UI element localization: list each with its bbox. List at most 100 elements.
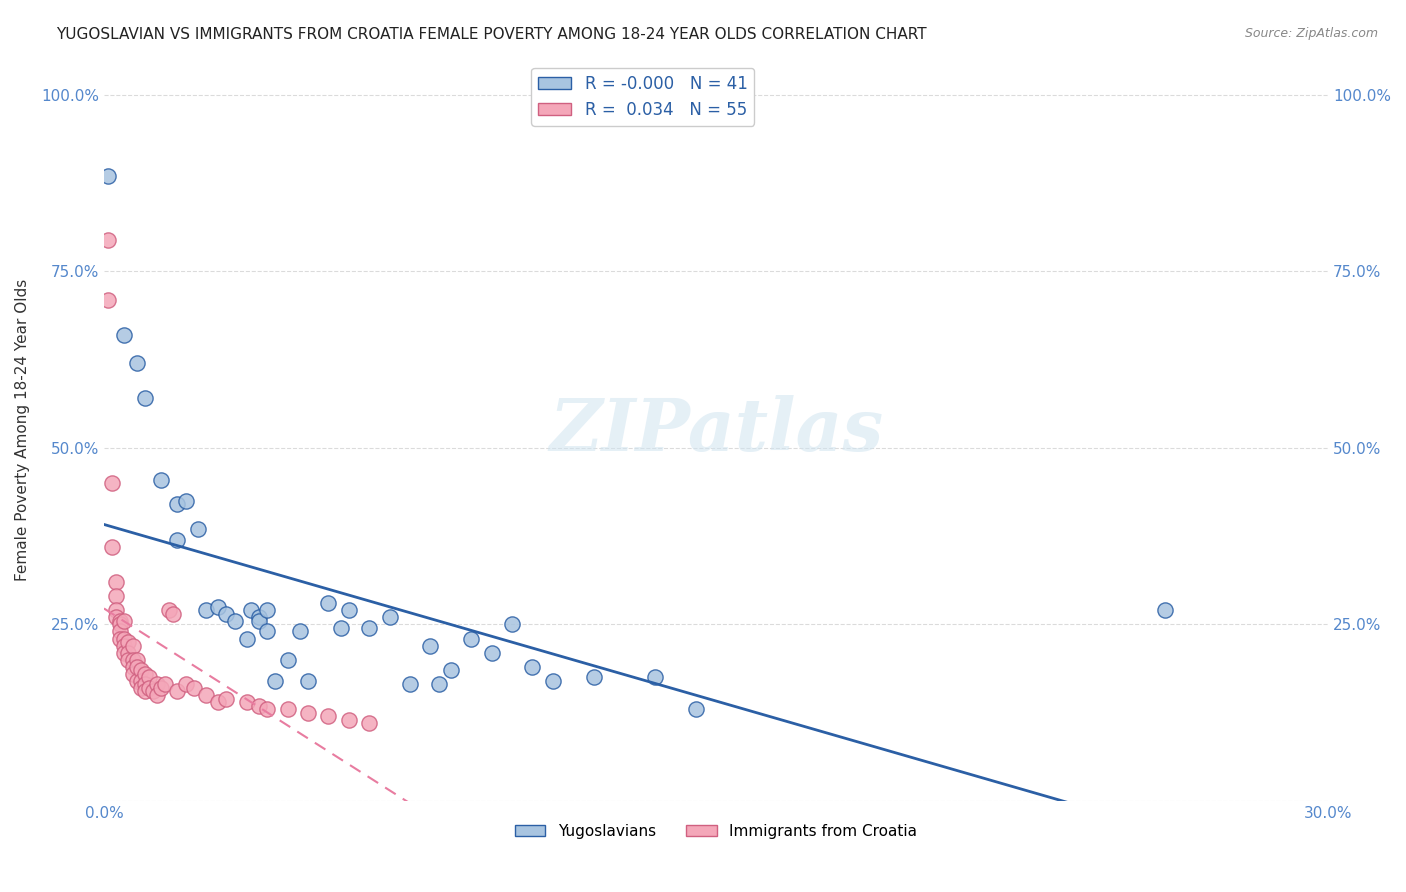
Point: [236, 695, 259, 709]
Point: [134, 392, 156, 406]
Point: [318, 709, 340, 723]
Point: [685, 702, 707, 716]
Point: [195, 603, 218, 617]
Point: [183, 681, 205, 695]
Point: [359, 621, 381, 635]
Point: [297, 706, 319, 720]
Point: [644, 670, 666, 684]
Point: [277, 702, 299, 716]
Point: [337, 603, 360, 617]
Point: [121, 659, 143, 673]
Point: [146, 677, 169, 691]
Point: [121, 639, 143, 653]
Point: [121, 666, 143, 681]
Point: [541, 673, 564, 688]
Point: [582, 670, 605, 684]
Point: [522, 659, 544, 673]
Point: [112, 327, 135, 342]
Point: [134, 684, 156, 698]
Text: YUGOSLAVIAN VS IMMIGRANTS FROM CROATIA FEMALE POVERTY AMONG 18-24 YEAR OLDS CORR: YUGOSLAVIAN VS IMMIGRANTS FROM CROATIA F…: [56, 27, 927, 42]
Point: [239, 603, 262, 617]
Point: [97, 293, 120, 307]
Point: [297, 673, 319, 688]
Point: [146, 688, 169, 702]
Point: [427, 677, 450, 691]
Point: [105, 603, 128, 617]
Text: Source: ZipAtlas.com: Source: ZipAtlas.com: [1244, 27, 1378, 40]
Point: [150, 681, 173, 695]
Point: [125, 659, 148, 673]
Point: [187, 522, 209, 536]
Point: [110, 632, 132, 646]
Point: [419, 639, 441, 653]
Point: [153, 677, 176, 691]
Point: [359, 716, 381, 731]
Point: [247, 698, 270, 713]
Point: [460, 632, 482, 646]
Point: [117, 653, 139, 667]
Point: [112, 632, 135, 646]
Point: [142, 684, 165, 698]
Point: [215, 691, 238, 706]
Point: [207, 695, 229, 709]
Point: [224, 614, 246, 628]
Point: [112, 646, 135, 660]
Point: [129, 663, 152, 677]
Y-axis label: Female Poverty Among 18-24 Year Olds: Female Poverty Among 18-24 Year Olds: [15, 279, 30, 582]
Point: [125, 653, 148, 667]
Point: [481, 646, 503, 660]
Point: [110, 614, 132, 628]
Point: [207, 599, 229, 614]
Point: [440, 663, 463, 677]
Point: [112, 614, 135, 628]
Point: [337, 713, 360, 727]
Point: [174, 677, 197, 691]
Point: [215, 607, 238, 621]
Point: [378, 610, 401, 624]
Point: [195, 688, 218, 702]
Point: [129, 681, 152, 695]
Point: [1154, 603, 1177, 617]
Point: [134, 666, 156, 681]
Point: [101, 540, 124, 554]
Text: ZIPatlas: ZIPatlas: [548, 395, 883, 466]
Point: [264, 673, 287, 688]
Point: [101, 476, 124, 491]
Point: [501, 617, 523, 632]
Point: [105, 589, 128, 603]
Point: [399, 677, 422, 691]
Point: [138, 681, 160, 695]
Point: [174, 493, 197, 508]
Point: [256, 603, 278, 617]
Point: [162, 607, 184, 621]
Point: [236, 632, 259, 646]
Point: [150, 473, 173, 487]
Point: [134, 677, 156, 691]
Legend: Yugoslavians, Immigrants from Croatia: Yugoslavians, Immigrants from Croatia: [509, 818, 924, 845]
Point: [105, 574, 128, 589]
Point: [166, 497, 188, 511]
Point: [288, 624, 311, 639]
Point: [97, 233, 120, 247]
Point: [117, 635, 139, 649]
Point: [256, 624, 278, 639]
Point: [157, 603, 180, 617]
Point: [110, 617, 132, 632]
Point: [110, 624, 132, 639]
Point: [121, 653, 143, 667]
Point: [166, 684, 188, 698]
Point: [125, 673, 148, 688]
Point: [138, 670, 160, 684]
Point: [105, 610, 128, 624]
Point: [166, 533, 188, 547]
Point: [318, 596, 340, 610]
Point: [117, 646, 139, 660]
Point: [329, 621, 352, 635]
Point: [247, 614, 270, 628]
Point: [256, 702, 278, 716]
Point: [125, 356, 148, 370]
Point: [129, 673, 152, 688]
Point: [247, 610, 270, 624]
Point: [97, 169, 120, 183]
Point: [277, 653, 299, 667]
